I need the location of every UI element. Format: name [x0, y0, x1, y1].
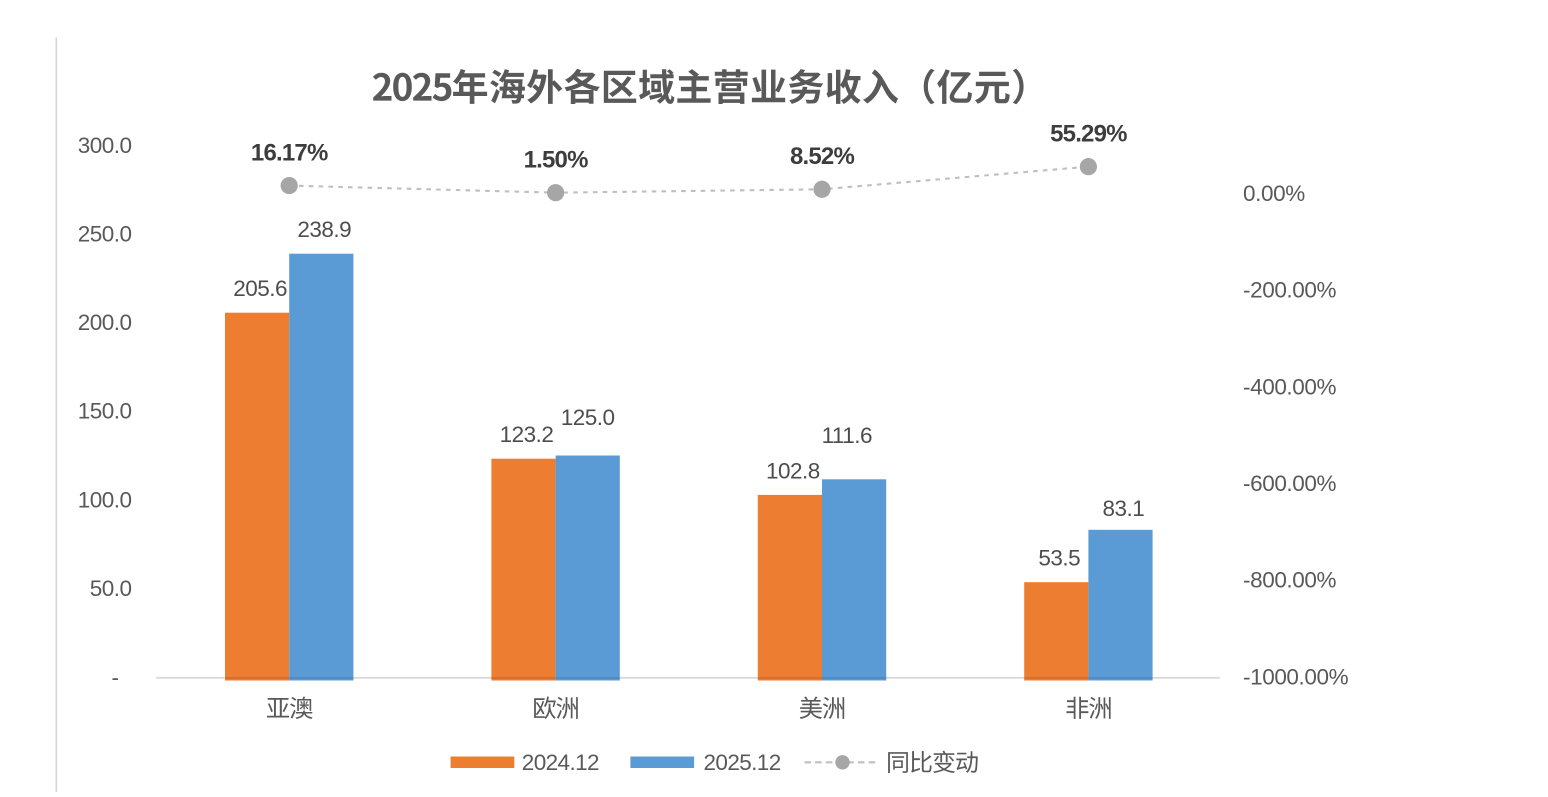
- svg-text:-: -: [112, 665, 120, 690]
- svg-text:1.50%: 1.50%: [524, 147, 589, 174]
- svg-text:0.00%: 0.00%: [1243, 181, 1305, 206]
- svg-text:200.0: 200.0: [78, 310, 132, 335]
- svg-text:-200.00%: -200.00%: [1243, 278, 1337, 303]
- svg-text:55.29%: 55.29%: [1050, 121, 1127, 148]
- svg-text:-400.00%: -400.00%: [1243, 374, 1337, 399]
- svg-text:50.0: 50.0: [90, 576, 132, 601]
- svg-text:238.9: 238.9: [297, 217, 351, 242]
- svg-text:16.17%: 16.17%: [251, 139, 328, 166]
- svg-text:8.52%: 8.52%: [790, 143, 855, 170]
- svg-text:-600.00%: -600.00%: [1243, 471, 1337, 496]
- svg-text:205.6: 205.6: [233, 276, 287, 301]
- svg-text:150.0: 150.0: [78, 399, 132, 424]
- svg-text:-1000.00%: -1000.00%: [1243, 665, 1349, 690]
- svg-text:123.2: 123.2: [500, 422, 554, 447]
- svg-text:83.1: 83.1: [1103, 496, 1145, 521]
- svg-text:-800.00%: -800.00%: [1243, 568, 1337, 593]
- svg-text:53.5: 53.5: [1038, 546, 1080, 571]
- svg-text:111.6: 111.6: [822, 423, 872, 448]
- svg-text:100.0: 100.0: [78, 487, 132, 512]
- svg-text:2024.12: 2024.12: [522, 750, 599, 775]
- svg-text:250.0: 250.0: [78, 222, 132, 247]
- svg-text:300.0: 300.0: [78, 133, 132, 158]
- svg-text:2025.12: 2025.12: [704, 750, 781, 775]
- svg-text:125.0: 125.0: [561, 405, 615, 430]
- svg-text:102.8: 102.8: [766, 458, 820, 483]
